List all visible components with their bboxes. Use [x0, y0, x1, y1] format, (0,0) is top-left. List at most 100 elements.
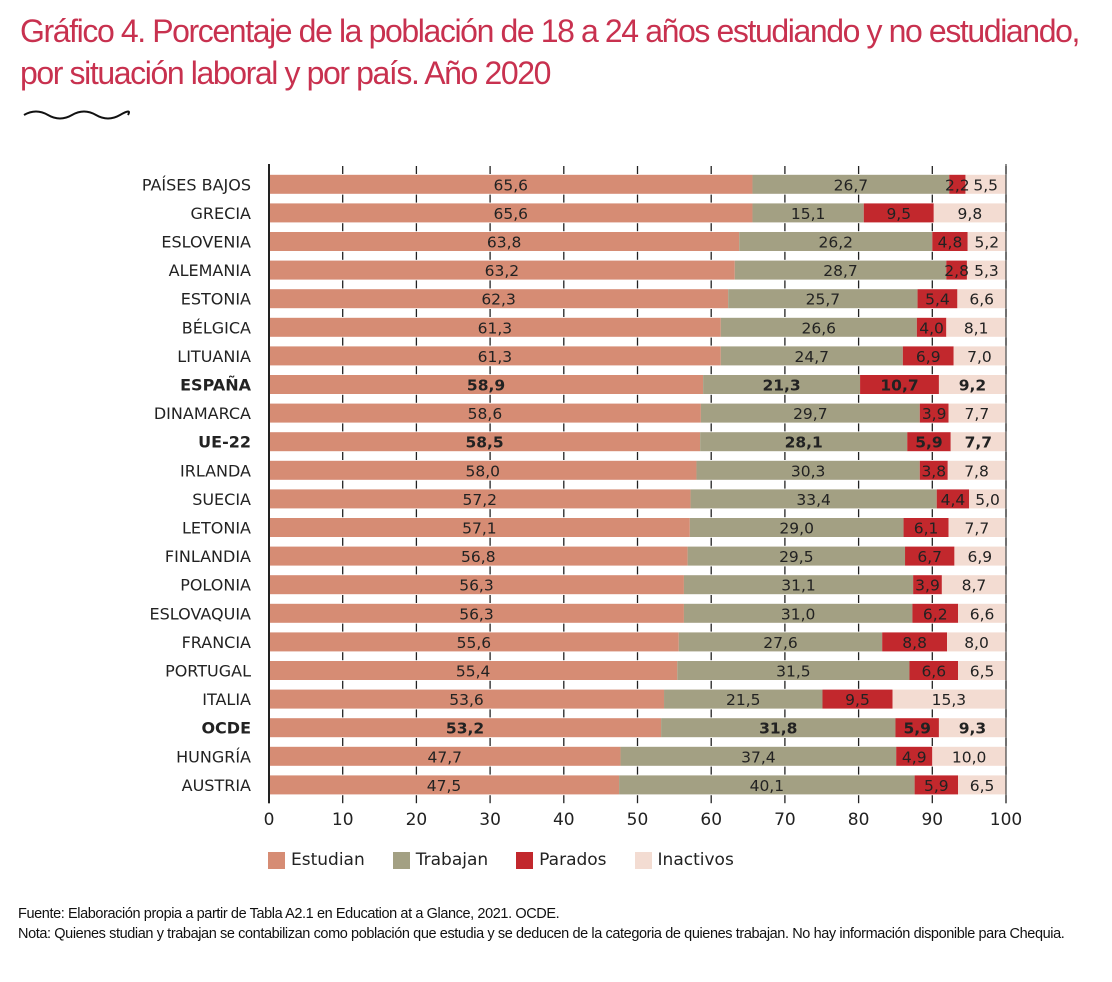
bar-segment-estudian-alemania	[269, 260, 735, 280]
bar-segment-estudian-finlandia	[269, 546, 688, 566]
data-label-estudian-grecia: 65,6	[493, 205, 528, 223]
bar-segment-inactivos-ue-22	[950, 432, 1006, 452]
data-label-inactivos-irlanda: 7,8	[964, 462, 989, 480]
bar-segment-trabajan-dinamarca	[700, 403, 920, 423]
bar-segment-estudian-ocde	[269, 718, 662, 738]
bar-segment-inactivos-eslovenia	[967, 232, 1006, 251]
data-label-trabajan-polonia: 31,1	[781, 577, 816, 595]
category-label-irlanda: IRLANDA	[180, 461, 251, 480]
bar-segment-inactivos-portugal	[958, 661, 1006, 680]
x-tick-label-10: 10	[332, 810, 354, 830]
category-label-polonia: POLONIA	[180, 576, 251, 595]
bar-segment-estudian-italia	[269, 689, 665, 709]
x-tick-label-90: 90	[921, 810, 943, 830]
bar-segment-parados-italia	[822, 689, 893, 709]
data-label-trabajan-alemania: 28,7	[823, 262, 858, 280]
bar-segment-inactivos-eslovaquia	[958, 603, 1006, 623]
bar-segment-parados-letonia	[903, 518, 949, 537]
category-label-espana: ESPAÑA	[180, 376, 251, 395]
bar-segment-estudian-francia	[269, 632, 679, 652]
data-label-trabajan-eslovaquia: 31,0	[781, 605, 816, 623]
bar-segment-inactivos-ocde	[938, 718, 1006, 738]
data-label-inactivos-portugal: 6,5	[970, 663, 995, 681]
bar-segment-trabajan-portugal	[677, 661, 910, 680]
data-label-estudian-francia: 55,6	[457, 634, 492, 652]
legend-swatch-estudian	[268, 851, 285, 869]
bar-segment-inactivos-suecia	[969, 489, 1006, 509]
data-label-inactivos-estonia: 6,6	[969, 291, 994, 309]
data-label-estudian-hungria: 47,7	[428, 748, 463, 766]
bar-segment-trabajan-espana	[703, 375, 861, 394]
data-label-estudian-dinamarca: 58,6	[468, 405, 503, 423]
category-label-portugal: PORTUGAL	[165, 662, 251, 681]
data-label-estudian-ocde: 53,2	[446, 720, 484, 738]
bar-segment-estudian-lituania	[269, 346, 721, 366]
category-label-belgica: BÉLGICA	[182, 318, 251, 337]
category-label-austria: AUSTRIA	[182, 776, 251, 795]
x-tick-label-30: 30	[479, 810, 501, 830]
bar-segment-estudian-espana	[269, 375, 704, 394]
data-label-trabajan-francia: 27,6	[763, 634, 798, 652]
bar-segment-trabajan-ocde	[661, 718, 896, 738]
data-label-estudian-finlandia: 56,8	[461, 548, 496, 566]
data-label-trabajan-belgica: 26,6	[802, 319, 837, 337]
data-label-parados-paises-bajos: 2,2	[945, 176, 970, 194]
data-label-parados-espana: 10,7	[880, 377, 918, 395]
category-label-letonia: LETONIA	[182, 519, 251, 538]
legend-item-parados: Parados	[516, 850, 607, 870]
bar-segment-trabajan-suecia	[690, 489, 937, 509]
data-label-trabajan-grecia: 15,1	[791, 205, 826, 223]
category-label-italia: ITALIA	[202, 690, 251, 709]
data-label-parados-lituania: 6,9	[916, 348, 941, 366]
source-note: Fuente: Elaboración propia a partir de T…	[18, 906, 560, 922]
bar-segment-inactivos-dinamarca	[948, 403, 1006, 423]
data-label-inactivos-espana: 9,2	[959, 377, 986, 395]
x-tick-label-40: 40	[553, 810, 575, 830]
legend-swatch-inactivos	[634, 851, 652, 869]
category-label-grecia: GRECIA	[191, 204, 252, 223]
data-label-parados-ue-22: 5,9	[915, 434, 942, 452]
legend-label-parados: Parados	[539, 850, 607, 870]
bar-segment-trabajan-estonia	[728, 289, 918, 309]
bar-segment-estudian-ue-22	[269, 432, 701, 452]
x-tick-label-50: 50	[627, 810, 649, 830]
bar-segment-parados-francia	[882, 632, 948, 652]
legend-swatch-trabajan	[392, 851, 410, 869]
bar-segment-parados-ue-22	[907, 432, 951, 452]
bar-segment-trabajan-finlandia	[687, 546, 906, 566]
category-label-eslovenia: ESLOVENIA	[161, 233, 251, 252]
bar-segment-parados-suecia	[936, 489, 970, 509]
bar-segment-trabajan-alemania	[734, 260, 947, 280]
bar-segment-inactivos-alemania	[966, 260, 1006, 280]
bar-segment-trabajan-ue-22	[700, 432, 908, 452]
wave-divider-icon	[23, 110, 130, 120]
data-label-parados-eslovenia: 4,8	[938, 234, 963, 252]
bar-segment-inactivos-francia	[947, 632, 1006, 652]
category-label-estonia: ESTONIA	[181, 290, 251, 309]
data-label-estudian-estonia: 62,3	[481, 291, 516, 309]
data-label-parados-eslovaquia: 6,2	[923, 605, 948, 623]
data-label-estudian-espana: 58,9	[467, 377, 505, 395]
data-label-parados-grecia: 9,5	[886, 205, 911, 223]
data-label-inactivos-ue-22: 7,7	[965, 434, 992, 452]
data-label-trabajan-eslovenia: 26,2	[818, 234, 853, 252]
category-label-paises-bajos: PAÍSES BAJOS	[142, 175, 251, 194]
category-label-eslovaquia: ESLOVAQUIA	[150, 604, 252, 623]
bar-segment-parados-ocde	[895, 718, 939, 738]
data-label-trabajan-suecia: 33,4	[796, 491, 831, 509]
x-tick-label-100: 100	[990, 810, 1022, 830]
methodology-note: Nota: Quienes studian y trabajan se cont…	[18, 925, 1065, 942]
bar-segment-estudian-dinamarca	[269, 403, 701, 423]
bar-segment-inactivos-polonia	[941, 575, 1006, 595]
x-tick-label-70: 70	[774, 810, 796, 830]
x-tick-label-80: 80	[848, 810, 870, 830]
data-label-parados-portugal: 6,6	[921, 663, 946, 681]
data-label-trabajan-dinamarca: 29,7	[793, 405, 828, 423]
bar-segment-trabajan-grecia	[752, 203, 864, 223]
data-label-trabajan-austria: 40,1	[750, 777, 785, 795]
data-label-estudian-alemania: 63,2	[485, 262, 520, 280]
bar-segment-estudian-polonia	[269, 575, 684, 595]
data-label-trabajan-italia: 21,5	[726, 691, 761, 709]
bar-segment-parados-eslovaquia	[912, 603, 959, 623]
bar-segment-inactivos-hungria	[932, 746, 1006, 766]
